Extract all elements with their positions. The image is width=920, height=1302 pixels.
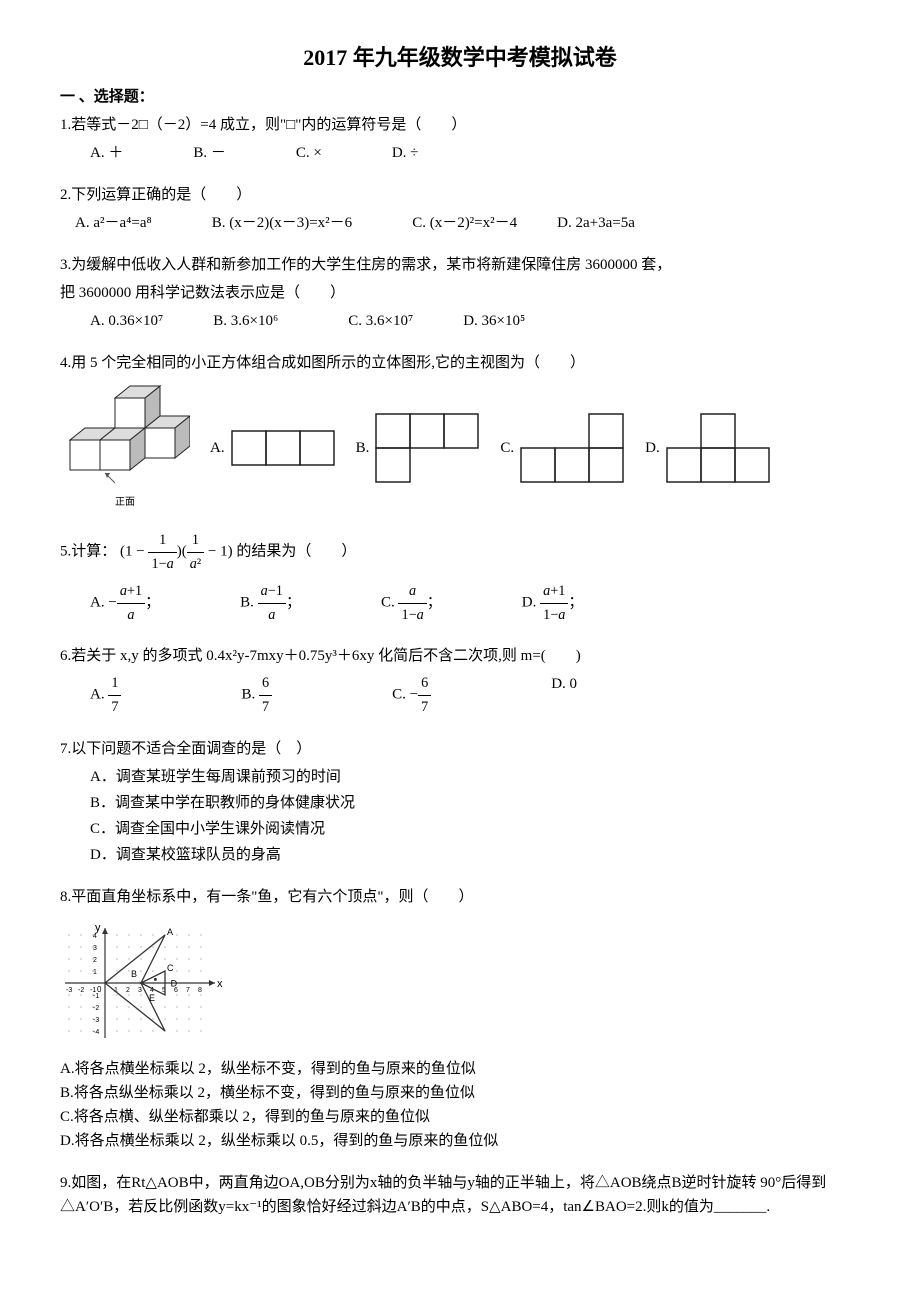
q6-opt-a: A. 17 <box>90 672 121 719</box>
q5-b-label: B. <box>240 595 258 611</box>
svg-text:-3: -3 <box>66 987 72 994</box>
svg-text:7: 7 <box>186 987 190 994</box>
q2-text: 2.下列运算正确的是（ ） <box>60 183 860 207</box>
q6-opt-d: D. 0 <box>551 672 577 719</box>
question-7: 7.以下问题不适合全面调查的是（ ） A．调查某班学生每周课前预习的时间 B．调… <box>60 737 860 867</box>
q3-opt-c: C. 3.6×10⁷ <box>348 309 413 333</box>
svg-text:-1: -1 <box>93 993 99 1000</box>
q9-text: 9.如图，在Rt△AOB中，两直角边OA,OB分别为x轴的负半轴与y轴的正半轴上… <box>60 1171 860 1219</box>
q1-text: 1.若等式－2□（－2）=4 成立，则"□"内的运算符号是（ ） <box>60 113 860 137</box>
q8-opt-b: B.将各点纵坐标乘以 2，横坐标不变，得到的鱼与原来的鱼位似 <box>60 1081 860 1105</box>
q1-opt-a: A. ＋ <box>90 141 123 165</box>
q7-opt-b: B．调查某中学在职教师的身体健康状况 <box>90 791 860 815</box>
q5-opt-d: D. a+11−a； <box>522 580 584 627</box>
q5-opt-b: B. a−1a； <box>240 580 301 627</box>
q5-tail: 的结果为（ ） <box>236 544 356 560</box>
q8-opt-d: D.将各点横坐标乘以 2，纵坐标乘以 0.5，得到的鱼与原来的鱼位似 <box>60 1129 860 1153</box>
q5-d-tail: ； <box>568 595 583 611</box>
q7-opt-d: D．调查某校篮球队员的身高 <box>90 843 860 867</box>
question-5: 5.计算： (1 − 11−a)(1a² − 1) 的结果为（ ） A. −a+… <box>60 529 860 626</box>
q2-opt-d: D. 2a+3a=5a <box>557 211 635 235</box>
q3-text-1: 3.为缓解中低收入人群和新参加工作的大学生住房的需求，某市将新建保障住房 360… <box>60 253 860 277</box>
question-3: 3.为缓解中低收入人群和新参加工作的大学生住房的需求，某市将新建保障住房 360… <box>60 253 860 333</box>
q5-opt-c: C. a1−a； <box>381 580 442 627</box>
q1-opt-c: C. × <box>296 141 322 165</box>
svg-text:-4: -4 <box>93 1029 99 1036</box>
q5-opt-a: A. −a+1a； <box>90 580 160 627</box>
svg-text:-2: -2 <box>93 1005 99 1012</box>
q4-opt-d-svg <box>666 413 771 484</box>
svg-text:3: 3 <box>93 945 97 952</box>
svg-text:D: D <box>171 979 178 989</box>
question-4: 4.用 5 个完全相同的小正方体组合成如图所示的立体图形,它的主视图为（ ） <box>60 351 860 511</box>
q6-opt-c: C. −67 <box>392 672 431 719</box>
front-label: 正面 <box>60 495 190 511</box>
q3-opt-b: B. 3.6×10⁶ <box>213 309 278 333</box>
q5-a-tail: ； <box>145 595 160 611</box>
q5-d-label: D. <box>522 595 540 611</box>
svg-text:x: x <box>217 978 223 990</box>
question-9: 9.如图，在Rt△AOB中，两直角边OA,OB分别为x轴的负半轴与y轴的正半轴上… <box>60 1171 860 1219</box>
q8-text: 8.平面直角坐标系中，有一条"鱼，它有六个顶点"，则（ ） <box>60 885 860 909</box>
svg-text:E: E <box>149 993 155 1003</box>
section-label: 一 、选择题： <box>60 85 860 109</box>
svg-text:0: 0 <box>97 985 102 994</box>
q1-opt-b: B. － <box>193 141 226 165</box>
q5-a-label: A. <box>90 595 108 611</box>
q4-opt-c: C. <box>500 413 625 484</box>
svg-text:-2: -2 <box>78 987 84 994</box>
q5-prefix: 5.计算： <box>60 544 116 560</box>
q4-opt-b-svg <box>375 413 480 484</box>
q8-opt-a: A.将各点横坐标乘以 2，纵坐标不变，得到的鱼与原来的鱼位似 <box>60 1057 860 1081</box>
q2-opt-c: C. (x－2)²=x²－4 <box>412 211 517 235</box>
q4-opt-a-label: A. <box>210 436 225 460</box>
q4-text: 4.用 5 个完全相同的小正方体组合成如图所示的立体图形,它的主视图为（ ） <box>60 351 860 375</box>
svg-text:4: 4 <box>93 933 97 940</box>
q6-opt-b: B. 67 <box>241 672 272 719</box>
svg-text:3: 3 <box>138 987 142 994</box>
q4-opt-d: D. <box>645 413 771 484</box>
q4-opt-c-label: C. <box>500 436 514 460</box>
svg-text:-3: -3 <box>93 1017 99 1024</box>
svg-text:B: B <box>131 969 137 979</box>
q4-opt-b: B. <box>356 413 481 484</box>
q5-text: 5.计算： (1 − 11−a)(1a² − 1) 的结果为（ ） <box>60 529 860 576</box>
q8-opt-c: C.将各点横、纵坐标都乘以 2，得到的鱼与原来的鱼位似 <box>60 1105 860 1129</box>
q5-b-tail: ； <box>286 595 301 611</box>
q6-c-label: C. <box>392 687 410 703</box>
svg-text:C: C <box>167 963 174 973</box>
q6-a-label: A. <box>90 687 108 703</box>
q3-opt-a: A. 0.36×10⁷ <box>90 309 163 333</box>
q2-opt-a: A. a²－a⁴=a⁸ <box>75 211 152 235</box>
q7-opt-c: C．调查全国中小学生课外阅读情况 <box>90 817 860 841</box>
svg-text:2: 2 <box>93 957 97 964</box>
svg-text:2: 2 <box>126 987 130 994</box>
q2-opt-b: B. (x－2)(x－3)=x²－6 <box>212 211 352 235</box>
question-8: 8.平面直角坐标系中，有一条"鱼，它有六个顶点"，则（ ） xy-3-2-112… <box>60 885 860 1153</box>
q4-opt-b-label: B. <box>356 436 370 460</box>
q4-opt-c-svg <box>520 413 625 484</box>
question-1: 1.若等式－2□（－2）=4 成立，则"□"内的运算符号是（ ） A. ＋ B.… <box>60 113 860 165</box>
q8-graph-svg: xy-3-2-112345678-4-3-2-112340ABCDE <box>60 913 240 1053</box>
q1-opt-d: D. ÷ <box>392 141 419 165</box>
q5-c-tail: ； <box>427 595 442 611</box>
page-title: 2017 年九年级数学中考模拟试卷 <box>60 40 860 75</box>
q3-text-2: 把 3600000 用科学记数法表示应是（ ） <box>60 281 860 305</box>
svg-text:A: A <box>167 927 173 937</box>
q4-iso-figure: 正面 <box>60 385 190 511</box>
q4-opt-a-svg <box>231 430 336 467</box>
q7-opt-a: A．调查某班学生每周课前预习的时间 <box>90 765 860 789</box>
question-2: 2.下列运算正确的是（ ） A. a²－a⁴=a⁸ B. (x－2)(x－3)=… <box>60 183 860 235</box>
svg-text:1: 1 <box>93 969 97 976</box>
question-6: 6.若关于 x,y 的多项式 0.4x²y-7mxy＋0.75y³＋6xy 化简… <box>60 644 860 719</box>
q7-text: 7.以下问题不适合全面调查的是（ ） <box>60 737 860 761</box>
q5-c-label: C. <box>381 595 399 611</box>
q4-opt-d-label: D. <box>645 436 660 460</box>
q3-opt-d: D. 36×10⁵ <box>463 309 525 333</box>
q6-b-label: B. <box>241 687 259 703</box>
q4-opt-a: A. <box>210 430 336 467</box>
q6-text: 6.若关于 x,y 的多项式 0.4x²y-7mxy＋0.75y³＋6xy 化简… <box>60 644 860 668</box>
iso-cube-svg <box>60 385 190 485</box>
svg-text:8: 8 <box>198 987 202 994</box>
